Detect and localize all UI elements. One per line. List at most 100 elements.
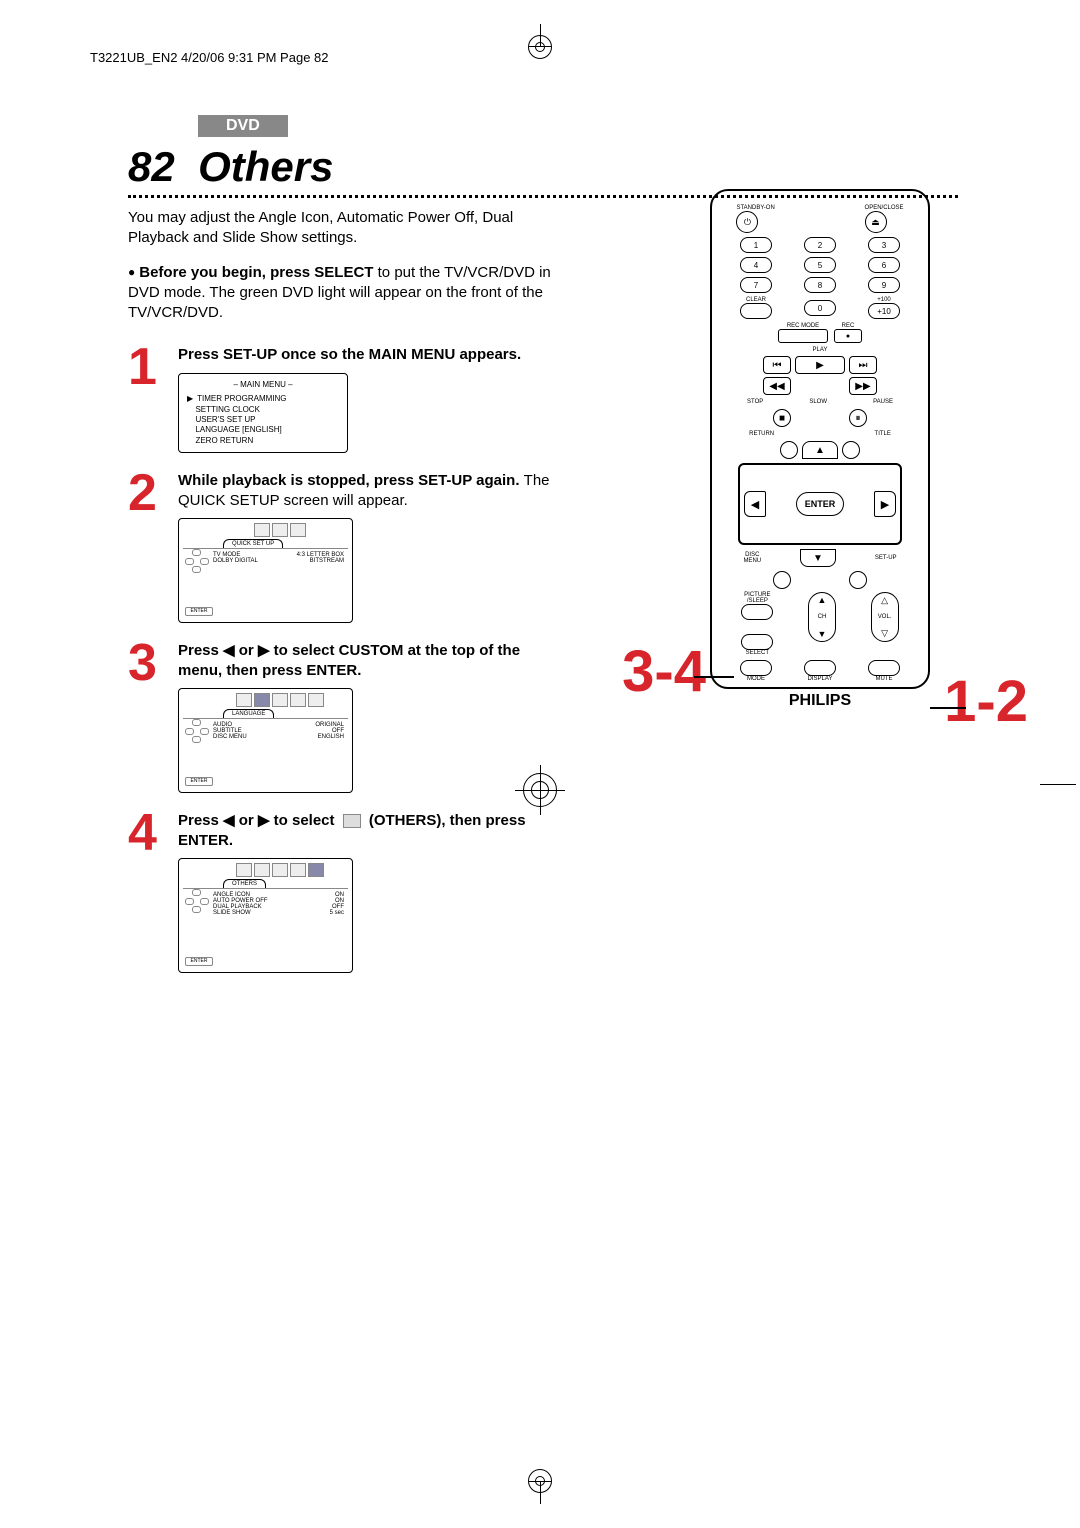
num-4-button[interactable]: 4	[740, 257, 772, 273]
title-text: Others	[198, 143, 333, 190]
step-1-number: 1	[128, 345, 164, 389]
setting-val: 5 sec	[330, 910, 344, 916]
display-label: DISPLAY	[804, 676, 836, 682]
step-4-screen: OTHERS ANGLE ICONON AUTO POWER OFFON DUA…	[178, 858, 353, 973]
standby-button[interactable]: ⏻	[736, 211, 758, 233]
nav-cross-icon	[185, 549, 209, 573]
step-4-number: 4	[128, 811, 164, 855]
step-3-number: 3	[128, 641, 164, 685]
pause-label: PAUSE	[873, 399, 893, 405]
standby-label: STANDBY-ON	[736, 205, 774, 211]
enter-icon: ENTER	[185, 777, 213, 786]
enter-button[interactable]: ENTER	[796, 492, 844, 516]
plus100-label: +100	[868, 297, 900, 303]
tab-label: QUICK SET UP	[223, 539, 283, 548]
setting-key: DOLBY DIGITAL	[213, 558, 258, 564]
step-2: 2 While playback is stopped, press SET-U…	[128, 471, 568, 623]
setting-val: BITSTREAM	[310, 558, 344, 564]
open-close-label: OPEN/CLOSE	[865, 205, 904, 211]
clear-button[interactable]	[740, 303, 772, 319]
intro-text: You may adjust the Angle Icon, Automatic…	[128, 208, 548, 249]
t: or	[235, 642, 258, 659]
down-button-outer[interactable]: ▼	[800, 549, 836, 567]
play-label: PLAY	[724, 347, 916, 353]
vol-label: VOL.	[878, 614, 892, 620]
nav-left-button[interactable]: ◀	[744, 491, 766, 517]
up-button-outer[interactable]: ▲	[802, 441, 838, 459]
menu-item: SETTING CLOCK	[195, 405, 259, 415]
num-2-button[interactable]: 2	[804, 237, 836, 253]
menu-item: LANGUAGE [ENGLISH]	[195, 425, 281, 435]
brand-logo: PHILIPS	[724, 692, 916, 710]
step-1: 1 Press SET-UP once so the MAIN MENU app…	[128, 345, 568, 453]
menu-item: USER'S SET UP	[195, 415, 255, 425]
next-button[interactable]: ⏭	[849, 356, 877, 374]
title-label: TITLE	[875, 431, 891, 437]
vol-rocker[interactable]: △VOL.▽	[871, 592, 899, 642]
t: to select CUSTOM at the top of the menu,…	[178, 642, 520, 679]
remote-diagram: STANDBY-ON⏻ OPEN/CLOSE⏏ 1 2 3 4 5 6 7 8 …	[710, 189, 930, 689]
num-5-button[interactable]: 5	[804, 257, 836, 273]
title-button[interactable]	[842, 441, 860, 459]
slow-label: SLOW	[809, 399, 827, 405]
num-0-button[interactable]: 0	[804, 300, 836, 316]
step-4-text: Press ◀ or ▶ to select (OTHERS), then pr…	[178, 811, 568, 850]
callout-1-2: 1-2	[944, 673, 1028, 731]
enter-icon: ENTER	[185, 607, 213, 616]
return-button[interactable]	[780, 441, 798, 459]
step-1-screen: – MAIN MENU – ▶ TIMER PROGRAMMING SETTING…	[178, 373, 348, 453]
setup-label: SET-UP	[875, 555, 897, 561]
prev-button[interactable]: ⏮	[763, 356, 791, 374]
num-9-button[interactable]: 9	[868, 277, 900, 293]
rec-button[interactable]: ●	[834, 329, 862, 343]
step-2-bold: While playback is stopped, press SET-UP …	[178, 472, 520, 489]
stop-label: STOP	[747, 399, 763, 405]
mute-label: MUTE	[868, 676, 900, 682]
callout-3-4: 3-4	[622, 643, 706, 701]
setup-button[interactable]	[849, 571, 867, 589]
open-close-button[interactable]: ⏏	[865, 211, 887, 233]
ch-rocker[interactable]: ▲CH▼	[808, 592, 836, 642]
menu-item: TIMER PROGRAMMING	[197, 394, 286, 404]
select-button-oval[interactable]	[741, 634, 773, 650]
ff-button[interactable]: ▶▶	[849, 377, 877, 395]
return-label: RETURN	[749, 431, 774, 437]
t: Press	[178, 642, 223, 659]
nav-cross-icon	[185, 889, 209, 913]
page-content: DVD 82 Others You may adjust the Angle I…	[128, 115, 958, 983]
num-7-button[interactable]: 7	[740, 277, 772, 293]
step-1-text: Press SET-UP once so the MAIN MENU appea…	[178, 345, 568, 365]
step-3-text: Press ◀ or ▶ to select CUSTOM at the top…	[178, 641, 568, 680]
num-3-button[interactable]: 3	[868, 237, 900, 253]
mute-button[interactable]	[868, 660, 900, 676]
stop-button[interactable]: ■	[773, 409, 791, 427]
screen-1-title: – MAIN MENU –	[187, 380, 339, 390]
nav-cross-icon	[185, 719, 209, 743]
t: or	[235, 812, 258, 829]
page-number: 82	[128, 143, 175, 190]
clear-label: CLEAR	[740, 297, 772, 303]
mode-button[interactable]	[740, 660, 772, 676]
picture-label: PICTURE /SLEEP	[741, 592, 773, 604]
pause-button[interactable]: ⏸	[849, 409, 867, 427]
nav-right-button[interactable]: ▶	[874, 491, 896, 517]
num-6-button[interactable]: 6	[868, 257, 900, 273]
mode-label: MODE	[740, 676, 772, 682]
disc-menu-button[interactable]	[773, 571, 791, 589]
step-3: 3 Press ◀ or ▶ to select CUSTOM at the t…	[128, 641, 568, 793]
pointer-icon: ▶	[187, 394, 193, 404]
disc-menu-label: DISC MENU	[743, 552, 761, 564]
rew-button[interactable]: ◀◀	[763, 377, 791, 395]
rec-mode-button[interactable]	[778, 329, 828, 343]
picture-button[interactable]	[741, 604, 773, 620]
step-3-screen: LANGUAGE AUDIOORIGINAL SUBTITLEOFF DISC …	[178, 688, 353, 793]
play-button[interactable]: ▶	[795, 356, 845, 374]
t: to select	[269, 812, 338, 829]
plus10-button[interactable]: +10	[868, 303, 900, 319]
setting-key: SLIDE SHOW	[213, 910, 251, 916]
num-8-button[interactable]: 8	[804, 277, 836, 293]
display-button[interactable]	[804, 660, 836, 676]
step-2-number: 2	[128, 471, 164, 515]
num-1-button[interactable]: 1	[740, 237, 772, 253]
tab-label: OTHERS	[223, 879, 266, 888]
